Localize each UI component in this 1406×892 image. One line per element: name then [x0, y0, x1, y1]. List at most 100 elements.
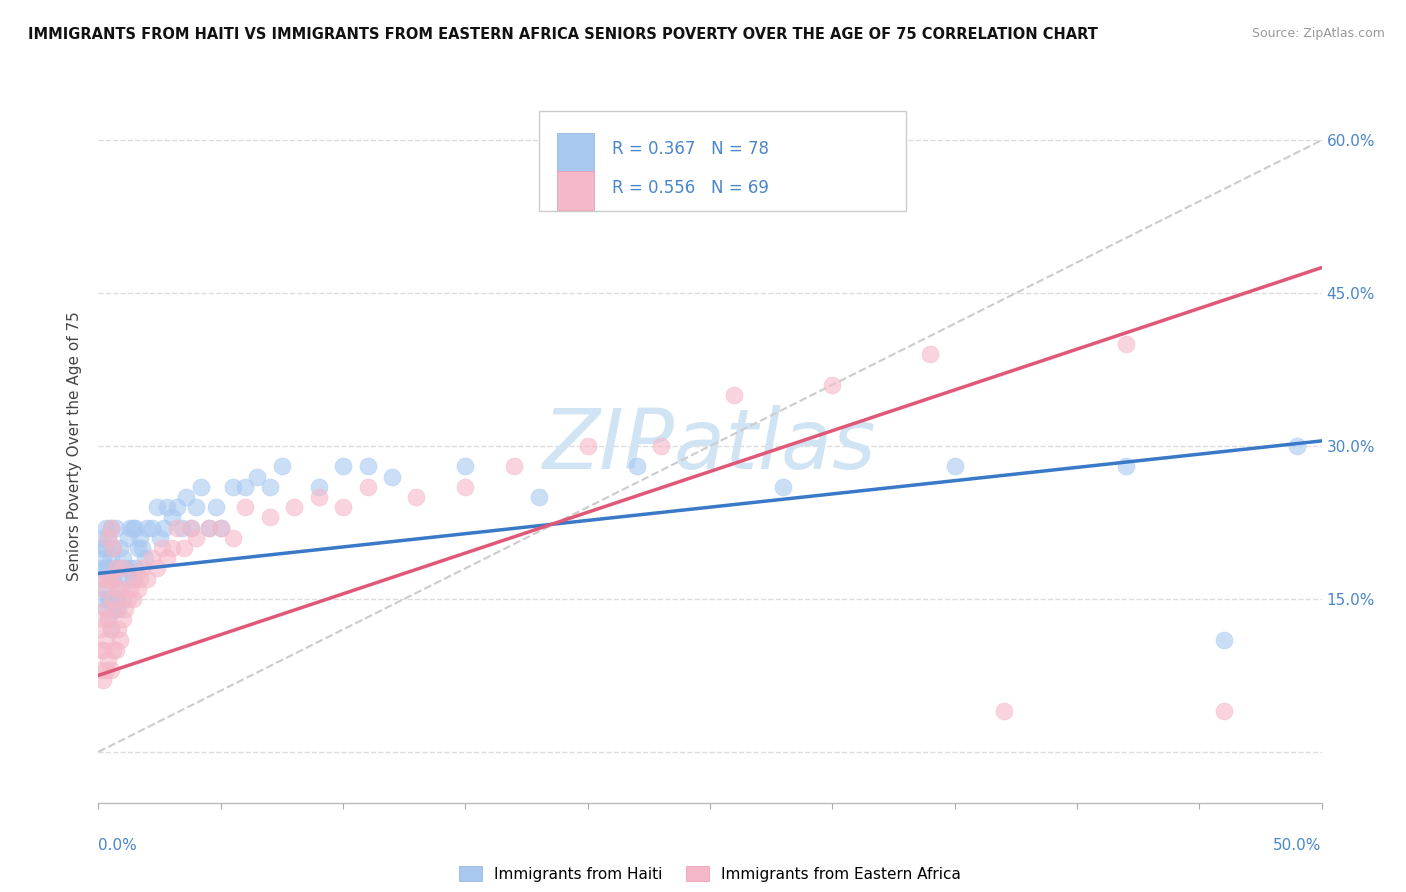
Point — [111, 591, 134, 606]
Point — [104, 561, 127, 575]
Point — [111, 551, 134, 566]
Point — [94, 602, 117, 616]
Point — [527, 490, 550, 504]
Point — [117, 572, 139, 586]
Text: IMMIGRANTS FROM HAITI VS IMMIGRANTS FROM EASTERN AFRICA SENIORS POVERTY OVER THE: IMMIGRANTS FROM HAITI VS IMMIGRANTS FROM… — [28, 27, 1098, 42]
Text: ZIPatlas: ZIPatlas — [543, 406, 877, 486]
Point — [141, 520, 163, 534]
Point — [381, 469, 404, 483]
Point — [308, 490, 330, 504]
Point — [209, 520, 232, 534]
Point — [94, 663, 117, 677]
Point — [94, 632, 117, 647]
Point — [114, 602, 136, 616]
Point — [153, 520, 176, 534]
Point — [356, 459, 378, 474]
Point — [180, 520, 202, 534]
Point — [190, 480, 212, 494]
Point — [503, 459, 526, 474]
Point — [97, 612, 120, 626]
Point — [124, 561, 146, 575]
Point — [156, 551, 179, 566]
Point — [91, 582, 114, 596]
Point — [114, 561, 136, 575]
Point — [1212, 632, 1234, 647]
Point — [91, 591, 114, 606]
Point — [97, 531, 120, 545]
Point — [170, 520, 193, 534]
Point — [160, 510, 183, 524]
Point — [120, 561, 142, 575]
Point — [101, 541, 124, 555]
Point — [150, 541, 173, 555]
Point — [104, 602, 127, 616]
Point — [454, 480, 477, 494]
Point — [180, 520, 202, 534]
Point — [107, 602, 129, 616]
Point — [246, 469, 269, 483]
Point — [104, 520, 127, 534]
FancyBboxPatch shape — [538, 111, 905, 211]
Point — [101, 591, 124, 606]
Point — [993, 704, 1015, 718]
Point — [197, 520, 219, 534]
Point — [121, 591, 143, 606]
Point — [120, 520, 142, 534]
Point — [222, 480, 245, 494]
Point — [100, 572, 122, 586]
Point — [107, 561, 129, 575]
Point — [90, 623, 112, 637]
Point — [101, 572, 124, 586]
Point — [772, 480, 794, 494]
Point — [186, 500, 208, 515]
Y-axis label: Seniors Poverty Over the Age of 75: Seniors Poverty Over the Age of 75 — [67, 311, 83, 581]
Point — [97, 591, 120, 606]
Point — [136, 520, 159, 534]
Point — [176, 490, 198, 504]
Point — [104, 561, 127, 575]
Point — [626, 459, 648, 474]
Point — [233, 480, 256, 494]
Point — [156, 500, 179, 515]
Point — [332, 500, 354, 515]
Point — [91, 572, 114, 586]
Point — [90, 561, 112, 575]
Point — [97, 612, 120, 626]
Point — [149, 531, 172, 545]
Point — [332, 459, 354, 474]
Point — [166, 520, 188, 534]
Point — [111, 612, 134, 626]
Point — [111, 561, 134, 575]
Point — [270, 459, 294, 474]
Text: R = 0.556   N = 69: R = 0.556 N = 69 — [612, 178, 769, 196]
Text: Source: ZipAtlas.com: Source: ZipAtlas.com — [1251, 27, 1385, 40]
Bar — [557, 133, 593, 172]
Point — [90, 663, 112, 677]
Point — [454, 459, 477, 474]
Point — [110, 582, 132, 596]
Point — [650, 439, 672, 453]
Text: 0.0%: 0.0% — [98, 838, 138, 854]
Point — [101, 541, 124, 555]
Bar — [557, 171, 593, 211]
Point — [405, 490, 427, 504]
Point — [121, 520, 143, 534]
Point — [166, 500, 188, 515]
Point — [197, 520, 219, 534]
Point — [131, 541, 153, 555]
Point — [100, 520, 122, 534]
Point — [160, 541, 183, 555]
Point — [101, 602, 124, 616]
Point — [1115, 459, 1137, 474]
Point — [91, 643, 114, 657]
Point — [94, 520, 117, 534]
Point — [127, 582, 149, 596]
Point — [146, 561, 169, 575]
Point — [91, 551, 114, 566]
Point — [146, 500, 169, 515]
Point — [1212, 704, 1234, 718]
Point — [1115, 337, 1137, 351]
Point — [222, 531, 245, 545]
Point — [110, 541, 132, 555]
Point — [129, 572, 152, 586]
